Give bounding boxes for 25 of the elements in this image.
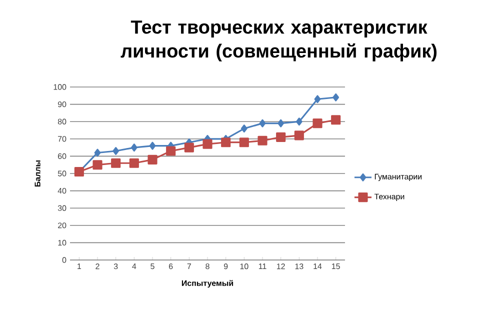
point	[112, 147, 120, 155]
point	[240, 124, 248, 133]
point	[259, 119, 266, 128]
point	[129, 158, 139, 168]
point	[202, 139, 212, 149]
point	[294, 130, 304, 140]
point	[314, 95, 321, 104]
point	[184, 142, 194, 152]
point	[111, 158, 121, 168]
point	[148, 154, 158, 164]
point	[130, 144, 138, 152]
point	[312, 118, 322, 128]
point	[258, 136, 268, 146]
point	[221, 138, 231, 148]
point	[332, 93, 340, 102]
point	[276, 132, 286, 142]
point	[239, 138, 249, 148]
chart-title: Тест творческих характеристик личности (совмещенный график)	[120, 20, 437, 62]
point	[331, 115, 341, 125]
point	[278, 119, 284, 128]
point	[92, 160, 102, 170]
point	[296, 118, 302, 126]
point	[149, 142, 156, 150]
point	[166, 146, 176, 156]
point	[94, 148, 101, 157]
